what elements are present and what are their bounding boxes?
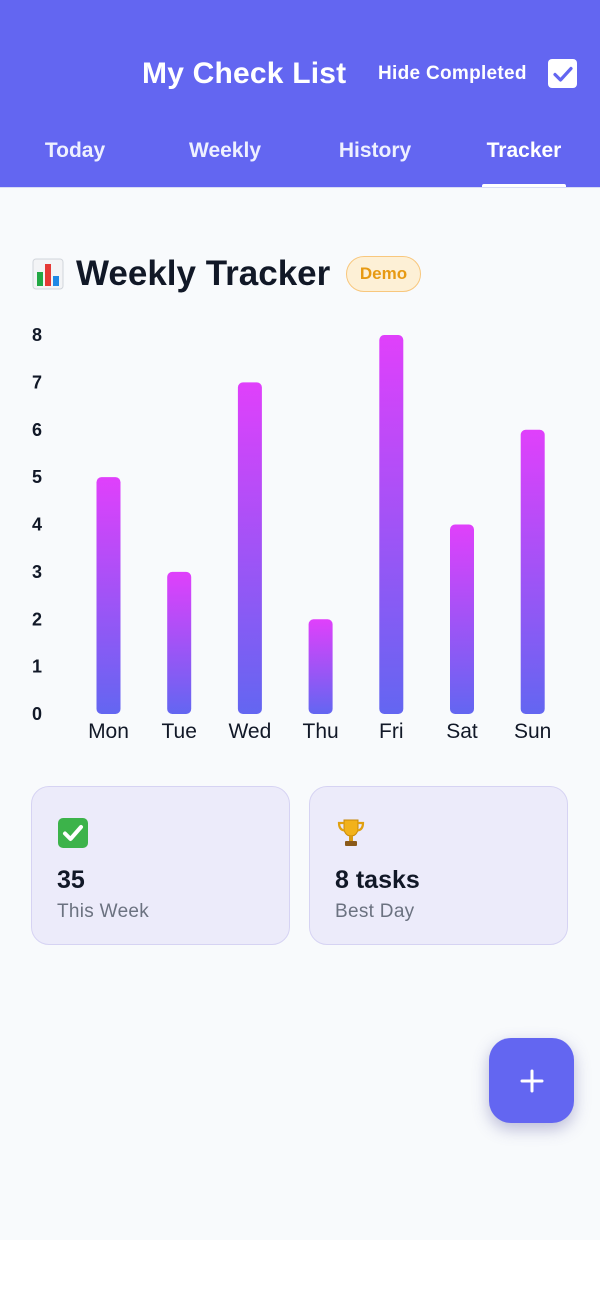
tab-tracker[interactable]: Tracker	[486, 139, 562, 162]
x-tick-label: Wed	[228, 720, 271, 743]
stat-label: Best Day	[335, 901, 415, 922]
bar-wed	[237, 382, 262, 714]
trophy-emoji-icon	[337, 819, 365, 846]
bar-sun	[520, 429, 545, 714]
check-mark-emoji-icon	[58, 818, 88, 848]
y-tick-label: 2	[32, 609, 42, 629]
add-task-button[interactable]	[489, 1038, 574, 1123]
x-tick-label: Sat	[446, 720, 478, 743]
y-tick-label: 7	[32, 372, 42, 392]
bar-chart-emoji-icon	[32, 258, 64, 290]
bar-mon	[96, 477, 121, 714]
x-tick-label: Fri	[379, 720, 404, 743]
checkmark-icon	[552, 66, 573, 82]
demo-badge: Demo	[346, 256, 421, 292]
stat-card-this-week: 35 This Week	[31, 786, 290, 945]
stat-value: 35	[57, 866, 85, 894]
app-header: My Check List Hide Completed Today Weekl…	[0, 0, 600, 188]
y-tick-label: 4	[32, 515, 42, 535]
bar-fri	[379, 335, 404, 714]
y-tick-label: 1	[32, 657, 42, 677]
y-tick-label: 5	[32, 467, 42, 487]
header-divider	[0, 187, 600, 188]
app-title: My Check List	[142, 57, 347, 90]
x-tick-label: Mon	[88, 720, 129, 743]
weekly-bar-chart: 0 1 2 3 4 5 6 7 8 Mon Tue Wed Thu Fri Sat Sun	[32, 325, 551, 743]
hide-completed-label[interactable]: Hide Completed	[378, 63, 527, 84]
x-axis: Mon Tue Wed Thu Fri Sat Sun	[88, 720, 551, 743]
y-tick-label: 3	[32, 562, 42, 582]
stat-label: This Week	[57, 901, 150, 922]
y-tick-label: 6	[32, 420, 42, 440]
section-title: Weekly Tracker	[76, 254, 331, 293]
x-tick-label: Thu	[303, 720, 339, 743]
bar-tue	[167, 571, 192, 714]
y-tick-label: 8	[32, 325, 42, 345]
tab-today[interactable]: Today	[44, 139, 106, 162]
stat-value: 8 tasks	[335, 866, 420, 894]
tab-weekly[interactable]: Weekly	[189, 139, 261, 162]
active-tab-indicator	[482, 184, 566, 188]
tab-history[interactable]: History	[338, 139, 412, 162]
bar-thu	[308, 619, 333, 714]
plus-icon	[520, 1069, 543, 1092]
x-tick-label: Sun	[514, 720, 551, 743]
bar-sat	[450, 524, 474, 714]
y-axis: 0 1 2 3 4 5 6 7 8	[32, 325, 42, 724]
x-tick-label: Tue	[161, 720, 196, 743]
tab-bar: Today Weekly History Tracker	[0, 128, 600, 188]
y-tick-label: 0	[32, 704, 42, 724]
bars	[96, 335, 545, 714]
tracker-screen: My Check List Hide Completed Today Weekl…	[0, 0, 600, 1123]
hide-completed-checkbox[interactable]	[548, 59, 577, 88]
stat-card-best-day: 8 tasks Best Day	[309, 786, 568, 945]
